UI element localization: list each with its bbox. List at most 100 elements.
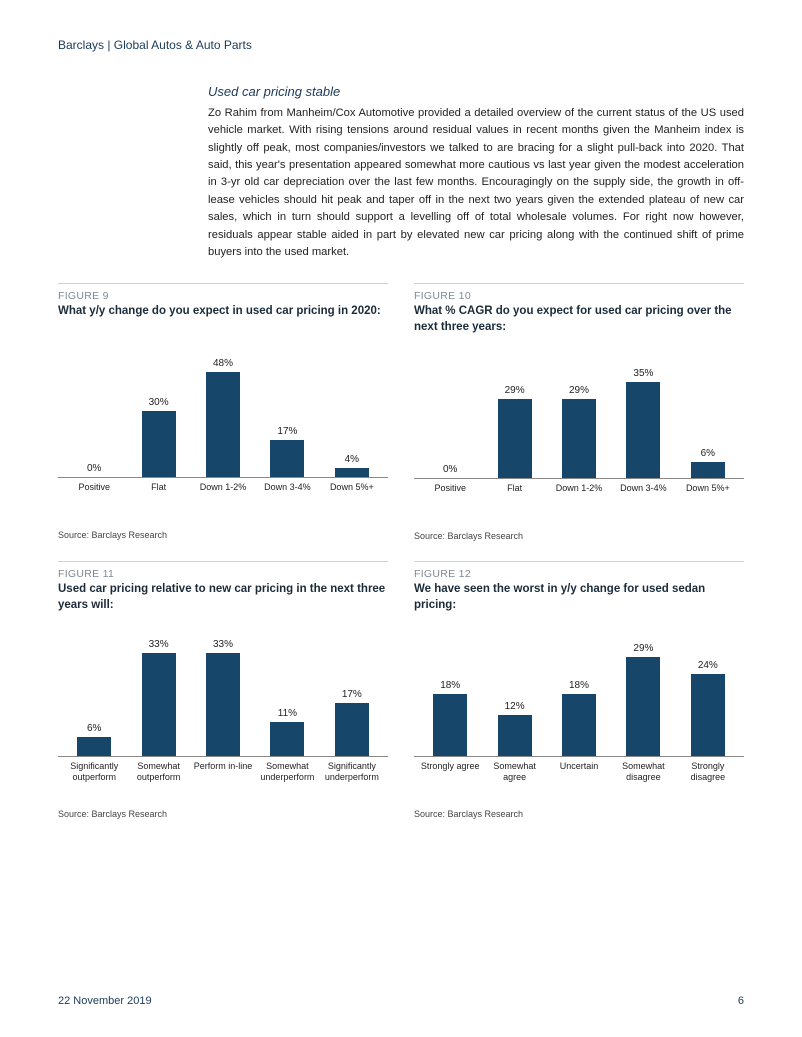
page-header: Barclays | Global Autos & Auto Parts	[58, 38, 744, 52]
figure-source: Source: Barclays Research	[414, 531, 744, 541]
bar-value-label: 30%	[149, 397, 169, 408]
figures-grid: FIGURE 9 What y/y change do you expect in…	[58, 283, 744, 819]
bar-value-label: 0%	[87, 463, 101, 474]
bar	[691, 462, 725, 479]
bar-value-label: 29%	[505, 385, 525, 396]
x-axis-label: Somewhat agree	[482, 761, 546, 782]
x-axis-label: Somewhat underperform	[255, 761, 319, 782]
x-labels-row: PositiveFlatDown 1-2%Down 3-4%Down 5%+	[58, 482, 388, 492]
bar-value-label: 33%	[213, 639, 233, 650]
figure-source: Source: Barclays Research	[58, 530, 388, 540]
x-axis-label: Strongly agree	[418, 761, 482, 782]
figure-source: Source: Barclays Research	[414, 809, 744, 819]
bar-chart: 0% 29% 29% 35% 6% PositiveFlatDown 1-2%Down 3…	[414, 349, 744, 519]
bar-value-label: 18%	[440, 680, 460, 691]
bar	[206, 653, 240, 757]
x-axis-label: Significantly outperform	[62, 761, 126, 782]
x-axis-label: Down 3-4%	[611, 483, 675, 493]
bar-wrap: 11%	[255, 627, 319, 756]
x-axis-label: Down 1-2%	[191, 482, 255, 492]
bar-value-label: 18%	[569, 680, 589, 691]
bar-wrap: 4%	[320, 348, 384, 477]
bar	[562, 399, 596, 479]
bars-row: 0% 30% 48% 17% 4%	[58, 348, 388, 478]
bar-value-label: 17%	[342, 689, 362, 700]
x-axis-label: Somewhat disagree	[611, 761, 675, 782]
bar-wrap: 18%	[418, 627, 482, 756]
x-axis-label: Flat	[482, 483, 546, 493]
x-axis-label: Down 5%+	[676, 483, 740, 493]
bar	[77, 737, 111, 756]
bar	[498, 399, 532, 479]
figure-number: FIGURE 11	[58, 568, 388, 580]
x-axis-label: Positive	[62, 482, 126, 492]
x-axis-label: Down 3-4%	[255, 482, 319, 492]
bar-wrap: 12%	[482, 627, 546, 756]
figure-block: FIGURE 12 We have seen the worst in y/y c…	[414, 561, 744, 819]
x-axis-label: Perform in-line	[191, 761, 255, 782]
figure-title: We have seen the worst in y/y change for…	[414, 582, 744, 613]
bar-wrap: 0%	[62, 348, 126, 477]
x-axis-label: Positive	[418, 483, 482, 493]
page-footer: 22 November 2019 6	[58, 995, 744, 1007]
section-heading: Used car pricing stable	[208, 84, 744, 99]
bar	[142, 653, 176, 757]
bar-value-label: 4%	[345, 454, 359, 465]
x-axis-label: Flat	[126, 482, 190, 492]
bar-value-label: 29%	[569, 385, 589, 396]
x-axis-label: Significantly underperform	[320, 761, 384, 782]
bar	[626, 382, 660, 478]
bar-value-label: 29%	[633, 643, 653, 654]
figure-block: FIGURE 9 What y/y change do you expect in…	[58, 283, 388, 541]
bar-value-label: 48%	[213, 358, 233, 369]
x-labels-row: PositiveFlatDown 1-2%Down 3-4%Down 5%+	[414, 483, 744, 493]
bar-wrap: 29%	[611, 627, 675, 756]
x-axis-label: Uncertain	[547, 761, 611, 782]
bars-row: 18% 12% 18% 29% 24%	[414, 627, 744, 757]
figure-title: What y/y change do you expect in used ca…	[58, 304, 388, 334]
bar	[206, 372, 240, 478]
figure-block: FIGURE 11 Used car pricing relative to ne…	[58, 561, 388, 819]
bar-wrap: 17%	[320, 627, 384, 756]
bar-wrap: 33%	[191, 627, 255, 756]
bar-value-label: 33%	[149, 639, 169, 650]
bar-value-label: 6%	[701, 448, 715, 459]
bar-wrap: 29%	[482, 349, 546, 478]
bar-wrap: 35%	[611, 349, 675, 478]
bar	[498, 715, 532, 756]
bar	[270, 440, 304, 477]
bar-wrap: 0%	[418, 349, 482, 478]
bar	[626, 657, 660, 757]
bar-value-label: 17%	[277, 426, 297, 437]
figure-number: FIGURE 12	[414, 568, 744, 580]
bar-wrap: 29%	[547, 349, 611, 478]
bar-chart: 18% 12% 18% 29% 24% Strongly agreeSomewhat ag…	[414, 627, 744, 797]
figure-title: Used car pricing relative to new car pri…	[58, 582, 388, 613]
x-labels-row: Strongly agreeSomewhat agreeUncertainSom…	[414, 761, 744, 782]
x-axis-label: Down 1-2%	[547, 483, 611, 493]
bar-chart: 0% 30% 48% 17% 4% PositiveFlatDown 1-2%Down 3…	[58, 348, 388, 518]
bar	[270, 722, 304, 757]
figure-block: FIGURE 10What % CAGR do you expect for u…	[414, 283, 744, 541]
bar	[335, 703, 369, 756]
bar-wrap: 6%	[62, 627, 126, 756]
figure-source: Source: Barclays Research	[58, 809, 388, 819]
bar	[691, 674, 725, 757]
x-axis-label: Down 5%+	[320, 482, 384, 492]
bar-value-label: 12%	[505, 701, 525, 712]
bar	[562, 694, 596, 756]
bar-value-label: 35%	[633, 368, 653, 379]
bar	[433, 694, 467, 756]
x-axis-label: Strongly disagree	[676, 761, 740, 782]
bar-value-label: 24%	[698, 660, 718, 671]
bar	[335, 468, 369, 477]
section-body: Zo Rahim from Manheim/Cox Automotive pro…	[208, 105, 744, 261]
figure-number: FIGURE 9	[58, 290, 388, 302]
x-axis-label: Somewhat outperform	[126, 761, 190, 782]
bars-row: 6% 33% 33% 11% 17%	[58, 627, 388, 757]
bar	[142, 411, 176, 477]
bar-value-label: 6%	[87, 723, 101, 734]
bar-value-label: 0%	[443, 464, 457, 475]
bar-wrap: 6%	[676, 349, 740, 478]
bars-row: 0% 29% 29% 35% 6%	[414, 349, 744, 479]
